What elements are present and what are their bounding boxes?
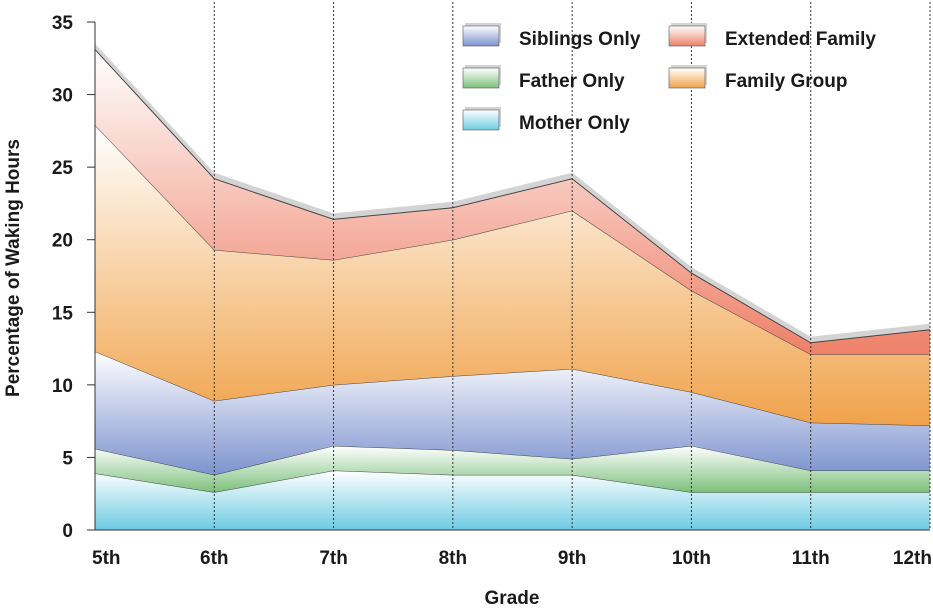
area-siblings-only bbox=[95, 351, 930, 475]
y-tick-label: 30 bbox=[52, 86, 73, 107]
grid-lines bbox=[213, 2, 931, 530]
legend-item-extended-family: Extended Family bbox=[668, 23, 876, 50]
legend-swatch bbox=[462, 67, 500, 89]
x-tick-label: 12th bbox=[893, 548, 932, 569]
y-axis-title: Percentage of Waking Hours bbox=[3, 139, 24, 397]
area-family-group bbox=[95, 125, 930, 426]
legend: Siblings Only Extended Family Father Only F… bbox=[462, 23, 876, 134]
legend-swatch bbox=[668, 67, 706, 89]
x-tick-label: 5th bbox=[92, 548, 121, 569]
y-tick-label: 0 bbox=[62, 521, 73, 542]
x-tick-label: 11th bbox=[792, 548, 830, 569]
y-tick-label: 20 bbox=[52, 231, 73, 252]
legend-label: Family Group bbox=[725, 71, 847, 92]
legend-label: Siblings Only bbox=[519, 29, 641, 50]
x-tick-label: 10th bbox=[672, 548, 711, 569]
boundary-line-extended-family bbox=[94, 49, 931, 344]
x-axis-title: Grade bbox=[485, 588, 540, 609]
y-tick-label: 15 bbox=[52, 303, 74, 324]
legend-item-siblings-only: Siblings Only bbox=[462, 23, 641, 50]
y-tick-labels: 0 5 10 15 20 25 30 35 bbox=[52, 13, 95, 542]
y-tick-label: 35 bbox=[52, 13, 74, 34]
legend-swatch bbox=[462, 109, 500, 131]
y-tick-label: 5 bbox=[62, 448, 73, 469]
x-tick-label: 7th bbox=[319, 548, 348, 569]
y-tick-label: 10 bbox=[52, 376, 73, 397]
legend-label: Mother Only bbox=[519, 113, 630, 134]
legend-label: Extended Family bbox=[725, 29, 876, 50]
legend-item-mother-only: Mother Only bbox=[462, 107, 630, 134]
x-tick-label: 8th bbox=[439, 548, 468, 569]
legend-item-father-only: Father Only bbox=[462, 65, 625, 92]
legend-item-family-group: Family Group bbox=[668, 65, 847, 92]
axes bbox=[94, 22, 930, 531]
area-layers bbox=[94, 43, 931, 530]
legend-swatch bbox=[668, 25, 706, 47]
legend-swatch bbox=[462, 25, 500, 47]
area-extended-family bbox=[95, 49, 930, 355]
y-tick-label: 25 bbox=[52, 158, 74, 179]
area-mother-only bbox=[95, 470, 930, 530]
x-tick-labels: 5th 6th 7th 8th 9th 10th 11th 12th bbox=[92, 548, 932, 569]
legend-label: Father Only bbox=[519, 71, 625, 92]
x-tick-label: 6th bbox=[200, 548, 229, 569]
area-father-only bbox=[95, 445, 930, 493]
boundary-line-mother-only bbox=[94, 469, 930, 493]
x-tick-label: 9th bbox=[558, 548, 587, 569]
